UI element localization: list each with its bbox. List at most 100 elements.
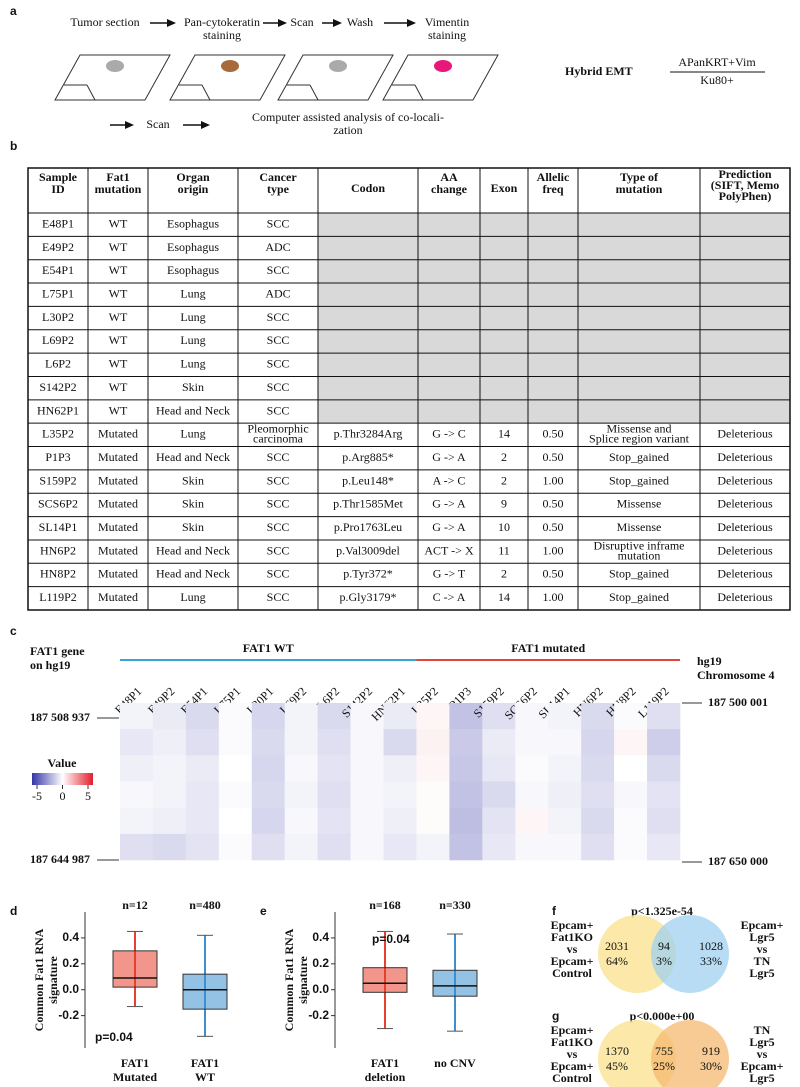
heat-cell: [185, 729, 220, 756]
heat-cell: [647, 703, 681, 730]
colorbar: [32, 773, 93, 785]
axis-label: Chromosome 4: [697, 668, 774, 682]
table-cell: Skin: [182, 497, 204, 511]
heat-cell: [350, 833, 384, 861]
table-cell: G -> C: [432, 427, 465, 441]
venn-count: 94: [658, 939, 670, 953]
step-label: Computer assisted analysis of co-locali-: [252, 110, 444, 124]
empty-cell: [578, 236, 700, 260]
heat-cell: [449, 729, 483, 756]
table-cell: HN6P2: [40, 543, 76, 557]
empty-cell: [318, 236, 418, 260]
heat-cell: [548, 807, 582, 835]
y-axis-label: signature: [46, 955, 60, 1003]
panel-letter: d: [10, 904, 17, 918]
panel-letter: c: [10, 624, 17, 638]
heat-cell: [152, 729, 187, 756]
heat-cell: [350, 807, 384, 835]
table-cell: L75P1: [42, 286, 74, 300]
fraction-numerator: APanKRT+Vim: [678, 55, 756, 69]
table-cell: ADC: [265, 240, 290, 254]
table-cell: Pleomorphic: [247, 422, 308, 436]
header-cell: PolyPhen): [719, 189, 772, 203]
table-cell: Skin: [182, 473, 204, 487]
category-label: FAT1: [121, 1056, 149, 1070]
heat-cell: [317, 833, 351, 861]
y-tick-label: 0.4: [312, 930, 329, 944]
table-cell: S142P2: [39, 380, 76, 394]
table-cell: p.Arg885*: [342, 450, 393, 464]
empty-cell: [480, 259, 528, 284]
table-cell: Lung: [180, 310, 205, 324]
table-cell: SCC: [267, 543, 290, 557]
table-cell: 10: [498, 520, 510, 534]
set-label: Lgr5: [749, 930, 774, 944]
slide: [54, 54, 171, 101]
set-label: TN: [754, 1023, 771, 1037]
table-cell: L6P2: [45, 357, 71, 371]
empty-cell: [318, 353, 418, 377]
colorbar-tick-label: 0: [60, 789, 66, 803]
header-cell: mutation: [95, 182, 142, 196]
set-label: vs: [567, 942, 578, 956]
heat-cell: [284, 781, 318, 808]
table-cell: Mutated: [98, 543, 138, 557]
heat-cell: [614, 807, 648, 835]
n-label: n=168: [369, 898, 401, 912]
table-cell: Mutated: [98, 497, 138, 511]
table-cell: WT: [109, 380, 128, 394]
empty-cell: [578, 259, 700, 284]
heat-cell: [614, 729, 648, 756]
table-cell: SCC: [267, 520, 290, 534]
step-label: Pan-cytokeratin: [184, 15, 260, 29]
heat-cell: [482, 833, 516, 861]
heat-cell: [120, 755, 154, 782]
empty-cell: [318, 376, 418, 400]
table-cell: Stop_gained: [609, 567, 669, 581]
empty-cell: [480, 213, 528, 237]
y-tick-label: 0.2: [312, 956, 329, 970]
venn-right: [651, 1020, 729, 1087]
heat-cell: [120, 807, 154, 835]
slide-label-area: [201, 84, 211, 101]
table-cell: WT: [109, 403, 128, 417]
set-label: Epcam+: [741, 1059, 784, 1073]
venn-count: 1028: [699, 939, 723, 953]
table-cell: Missense: [617, 520, 662, 534]
empty-cell: [528, 399, 578, 424]
venn-percent: 3%: [656, 954, 672, 968]
header-cell: ID: [51, 182, 65, 196]
category-label: deletion: [365, 1070, 406, 1084]
n-label: n=480: [189, 898, 221, 912]
arrow-head: [125, 121, 134, 129]
heat-cell: [185, 703, 220, 730]
empty-cell: [578, 213, 700, 237]
empty-cell: [318, 259, 418, 284]
heat-cell: [449, 703, 483, 730]
table-cell: SCC: [267, 403, 290, 417]
set-label: Epcam+: [741, 918, 784, 932]
y-tick-label: 0.0: [62, 982, 79, 996]
panel-letter: g: [552, 1009, 559, 1023]
set-label: TN: [754, 954, 771, 968]
table-cell: Mutated: [98, 520, 138, 534]
table-cell: Skin: [182, 520, 204, 534]
header-cell: Type of: [620, 170, 659, 184]
table-cell: Lung: [180, 357, 205, 371]
header-cell: Fat1: [106, 170, 129, 184]
table-cell: 0.50: [543, 520, 564, 534]
n-label: n=330: [439, 898, 471, 912]
venn-count: 919: [702, 1044, 720, 1058]
heat-cell: [383, 703, 417, 730]
table-cell: 2: [501, 567, 507, 581]
heat-cell: [152, 781, 187, 808]
header-cell: Sample: [39, 170, 78, 184]
empty-cell: [578, 399, 700, 424]
panel-letter: f: [552, 904, 557, 918]
arrow-head: [407, 19, 416, 27]
table-cell: S159P2: [39, 473, 76, 487]
heat-cell: [317, 729, 351, 756]
panel-letter: b: [10, 139, 17, 153]
heat-cell: [120, 833, 154, 861]
table-cell: ACT -> X: [424, 543, 474, 557]
